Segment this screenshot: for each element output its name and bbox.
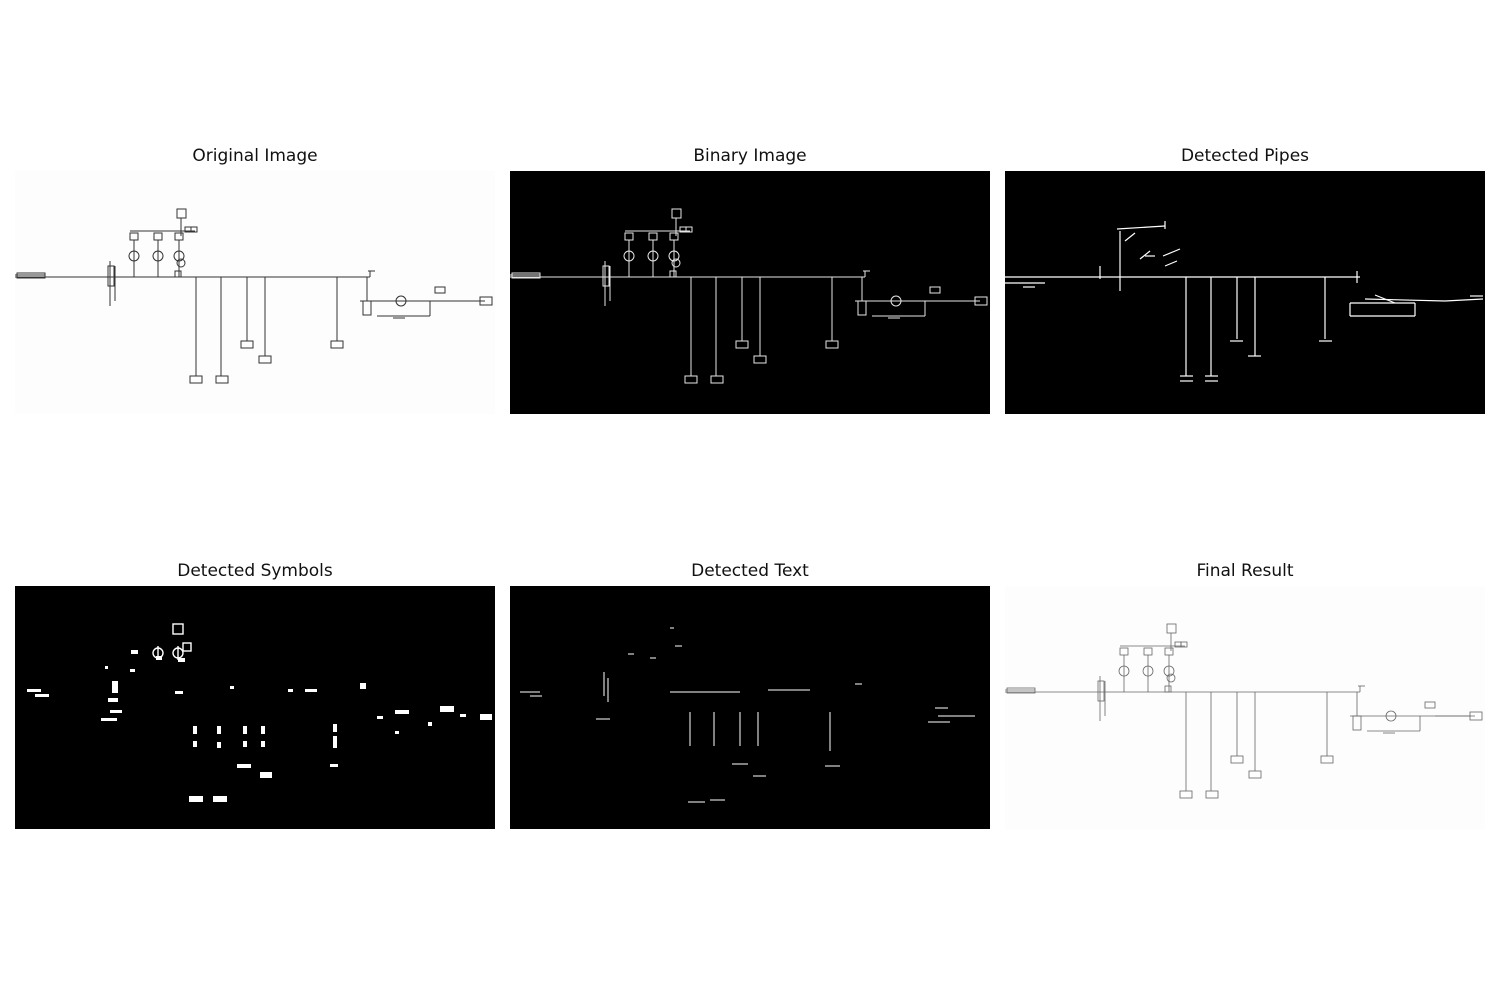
detected-text-panel <box>510 586 990 829</box>
instrument-box <box>684 375 698 384</box>
instrument-box <box>1097 680 1105 702</box>
instrument-box <box>1205 790 1219 799</box>
instrument-box <box>648 232 658 241</box>
instrument-box <box>671 208 682 219</box>
detected-pipe-lines <box>1005 221 1484 382</box>
instrument-box <box>1230 755 1244 764</box>
instrument-box <box>1006 687 1036 694</box>
symbols-diagram <box>27 623 492 802</box>
instrument-box <box>16 272 46 279</box>
original-image-panel <box>15 171 495 414</box>
instrument-box <box>735 340 749 349</box>
instrument-box <box>753 355 767 364</box>
instrument-box <box>258 355 272 364</box>
instrument-box <box>174 270 182 278</box>
panel-title-original: Original Image <box>192 146 318 166</box>
instrument-box <box>1143 647 1153 656</box>
original-diagram <box>15 208 493 384</box>
instrument-bubble <box>176 258 186 268</box>
instrument-bubble <box>1166 673 1176 683</box>
instrument-box <box>107 265 115 287</box>
instrument-box <box>602 265 610 287</box>
instrument-box <box>1320 755 1334 764</box>
panel-title-binary: Binary Image <box>693 146 807 166</box>
instrument-box <box>511 272 541 279</box>
instrument-box <box>1248 770 1262 779</box>
text-diagram <box>520 627 975 803</box>
piping-schematic <box>510 208 988 384</box>
instrument-box <box>669 270 677 278</box>
instrument-box <box>330 340 344 349</box>
instrument-box <box>929 286 941 294</box>
instrument-bubble <box>395 295 407 307</box>
instrument-box <box>1424 701 1436 709</box>
instrument-box <box>434 286 446 294</box>
instrument-box <box>1352 715 1362 731</box>
instrument-box <box>685 226 693 233</box>
instrument-box <box>240 340 254 349</box>
instrument-box <box>153 232 163 241</box>
instrument-box <box>825 340 839 349</box>
instrument-box <box>857 300 867 316</box>
instrument-box <box>1119 647 1129 656</box>
detected-symbol-outlines <box>152 623 192 660</box>
detected-text-fragments <box>520 627 975 803</box>
piping-schematic <box>15 208 493 384</box>
instrument-box <box>215 375 229 384</box>
final-diagram <box>1005 623 1483 799</box>
instrument-box <box>176 208 187 219</box>
final-result-panel <box>1005 586 1485 829</box>
instrument-box <box>362 300 372 316</box>
instrument-box <box>710 375 724 384</box>
detected-symbols-panel <box>15 586 495 829</box>
instrument-box <box>129 232 139 241</box>
panel-title-final: Final Result <box>1196 561 1294 581</box>
instrument-box <box>174 232 184 241</box>
instrument-box <box>189 375 203 384</box>
panel-title-pipes: Detected Pipes <box>1180 146 1310 166</box>
pipes-diagram <box>1005 221 1484 382</box>
instrument-box <box>1180 641 1188 648</box>
instrument-box <box>624 232 634 241</box>
instrument-bubble <box>890 295 902 307</box>
detected-pipes-panel <box>1005 171 1485 414</box>
instrument-box <box>1164 685 1172 693</box>
instrument-box <box>1179 790 1193 799</box>
instrument-bubble <box>671 258 681 268</box>
piping-schematic <box>1005 623 1483 799</box>
instrument-box <box>1166 623 1177 634</box>
panel-title-text: Detected Text <box>691 561 809 581</box>
binary-image-panel <box>510 171 990 414</box>
detected-symbol-blobs <box>27 650 492 802</box>
instrument-box <box>669 232 679 241</box>
instrument-box <box>1164 647 1174 656</box>
instrument-bubble <box>1385 710 1397 722</box>
binary-diagram <box>510 208 988 384</box>
instrument-box <box>190 226 198 233</box>
panel-title-symbols: Detected Symbols <box>177 561 333 581</box>
